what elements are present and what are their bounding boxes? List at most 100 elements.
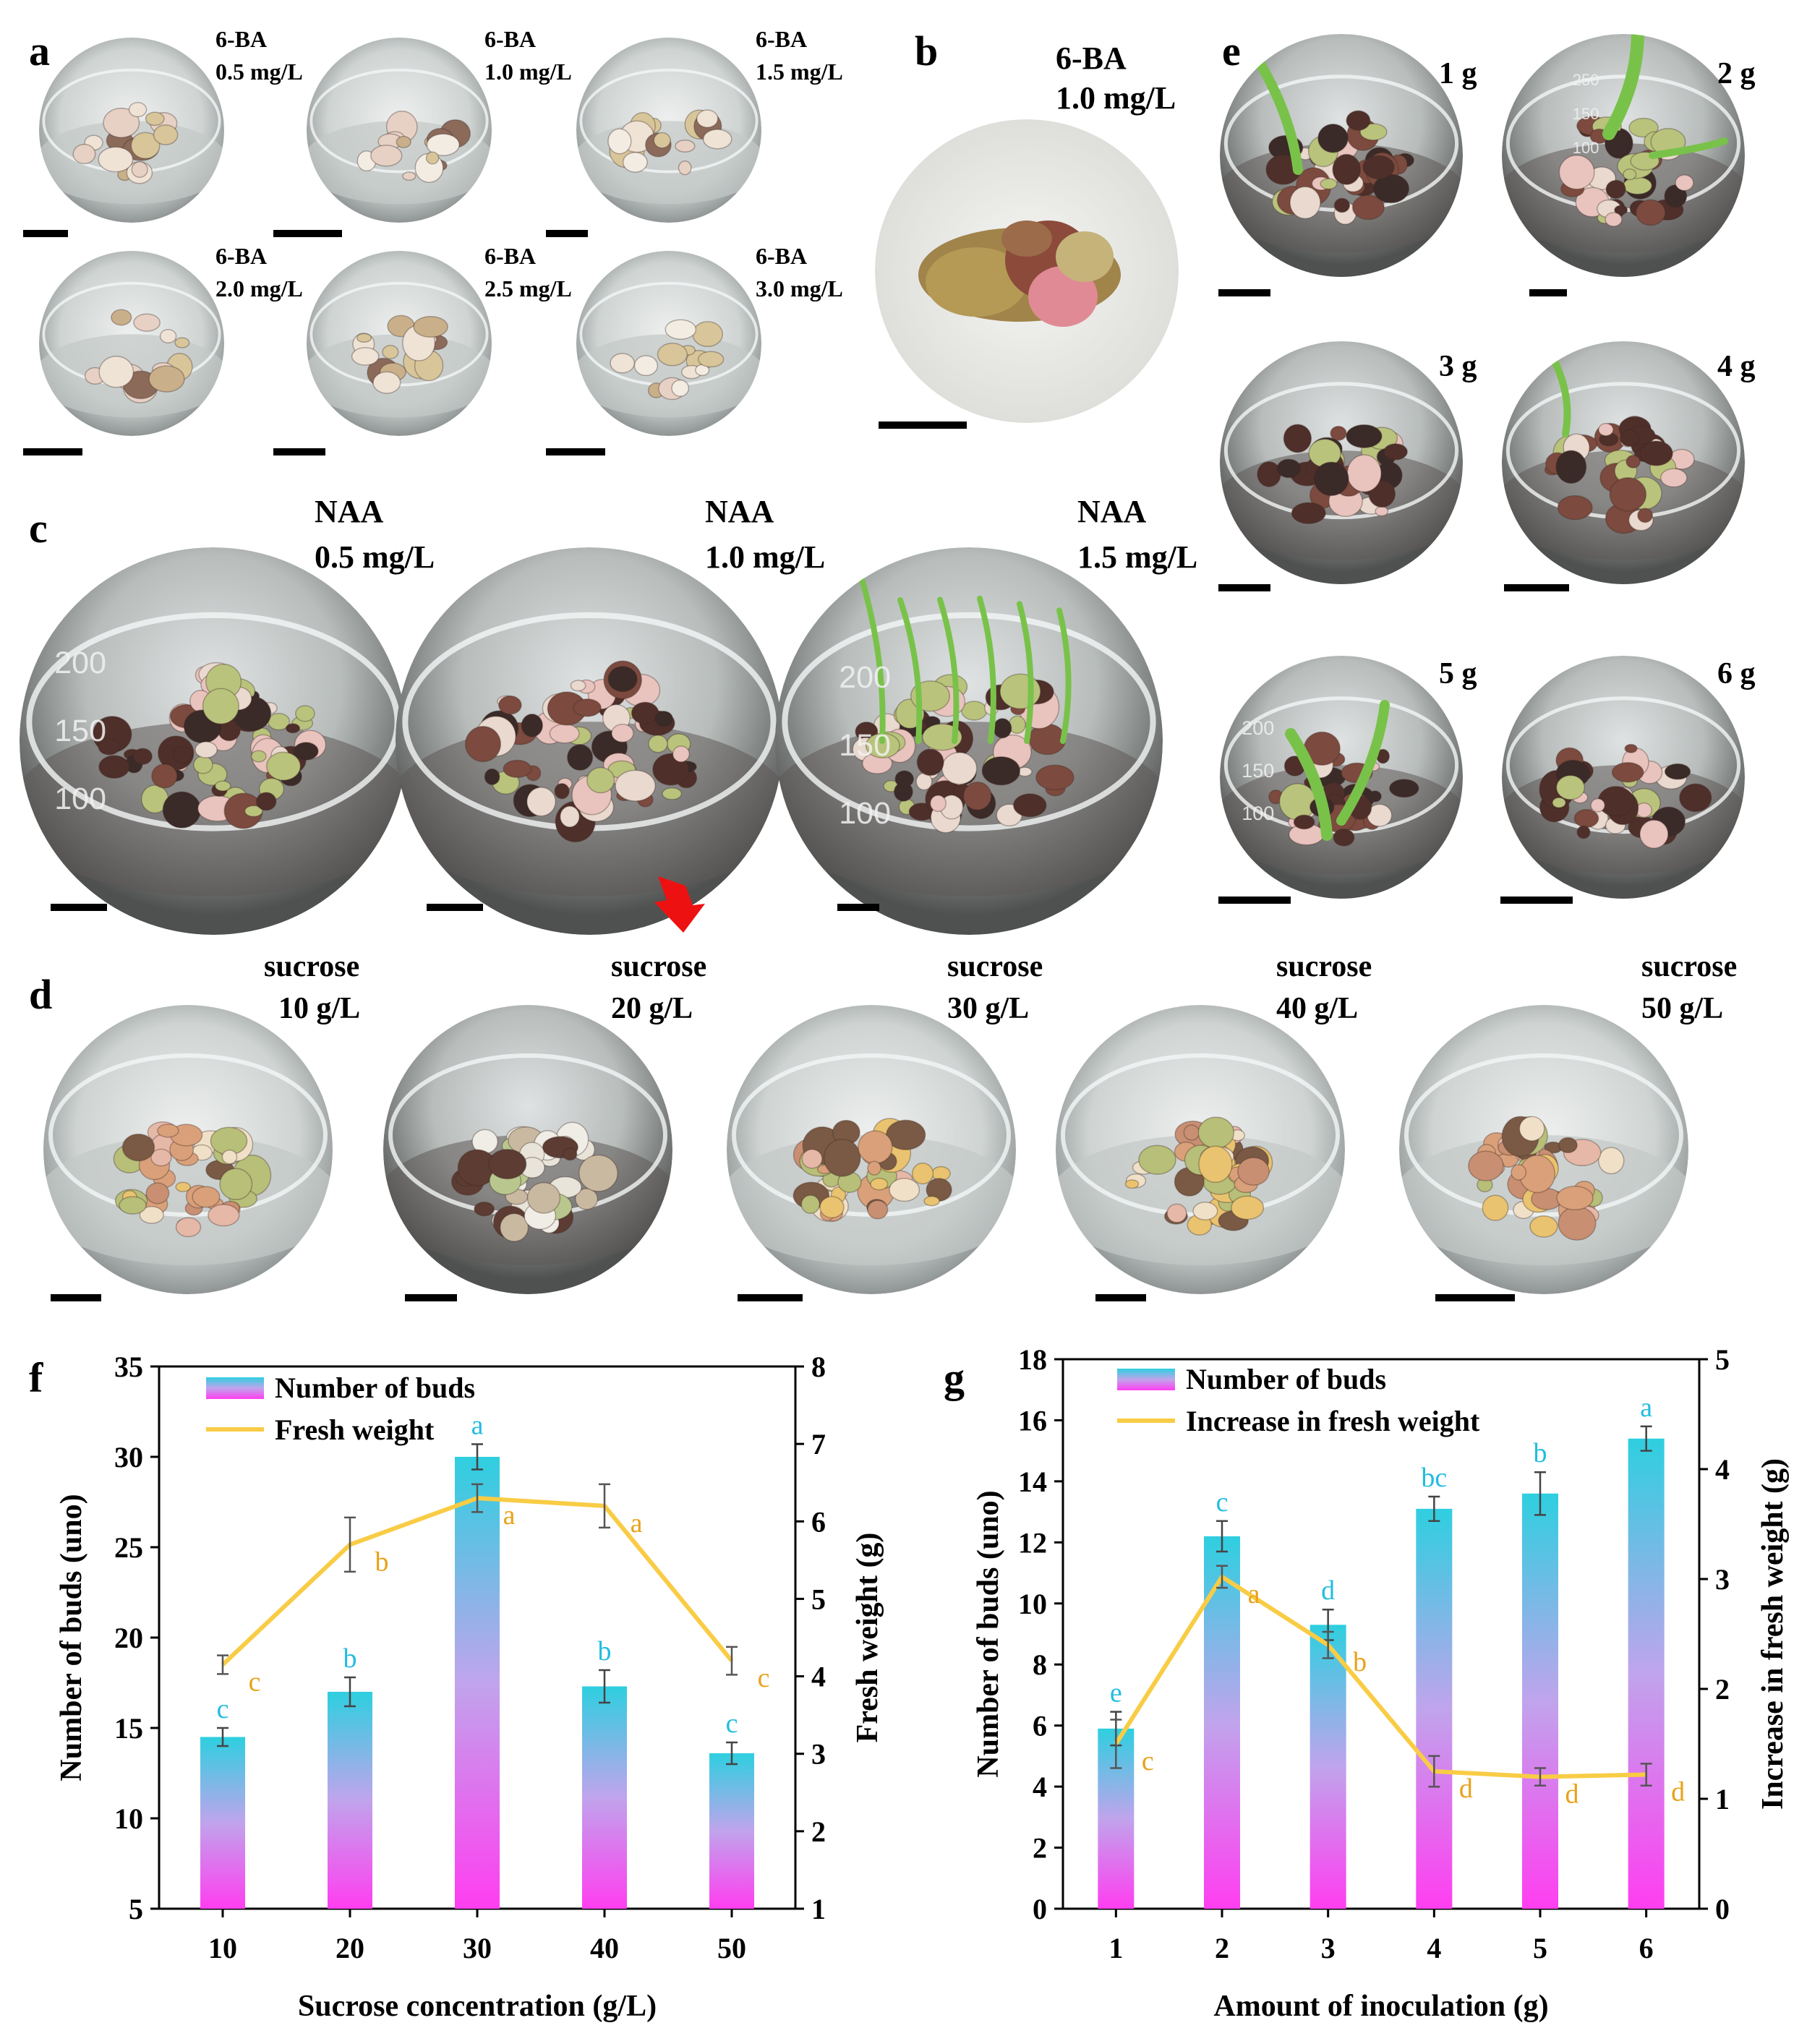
bar-error-bar — [1640, 1425, 1652, 1452]
caption-e5: 5 g — [1439, 657, 1477, 690]
line-significance-letter: a — [631, 1508, 643, 1539]
x-tick-label: 20 — [336, 1932, 364, 1964]
caption-e4: 4 g — [1717, 350, 1756, 383]
scale-bar-e2 — [1529, 289, 1567, 296]
y-tick-label: 14 — [1018, 1466, 1047, 1498]
line-error-bar — [1640, 1763, 1652, 1787]
caption-a3-line2: 1.5 mg/L — [756, 59, 843, 85]
y-tick-label: 6 — [1033, 1710, 1047, 1742]
explant-tissue — [356, 111, 471, 184]
caption-d2-line2: 20 g/L — [611, 992, 693, 1025]
shoot — [1547, 351, 1571, 437]
dish-photo-a4 — [39, 251, 224, 436]
caption-e1: 1 g — [1439, 57, 1477, 90]
y-tick-label: 35 — [114, 1351, 143, 1383]
explant-tissue — [84, 309, 193, 403]
y-tick-label: 18 — [1018, 1343, 1047, 1376]
caption-d4-line1: sucrose — [1276, 950, 1372, 983]
line-significance-letter: b — [375, 1546, 389, 1577]
explant-tissue — [464, 660, 698, 843]
y-tick-label: 10 — [1018, 1588, 1047, 1620]
y2-tick-label: 8 — [811, 1351, 826, 1383]
explant-tissue — [450, 1121, 618, 1242]
explant-tissue — [792, 1118, 952, 1223]
bar-error-bar — [1534, 1471, 1546, 1516]
shoot — [1017, 601, 1034, 744]
caption-a1-line2: 0.5 mg/L — [215, 59, 303, 85]
y-tick-label: 4 — [1033, 1771, 1047, 1803]
line-error-bar — [344, 1516, 356, 1573]
line-significance-letter: d — [1671, 1777, 1685, 1807]
dish-photo-a6 — [576, 251, 761, 436]
vessel-photo-e4 — [1502, 341, 1745, 584]
chart-legend: Number of buds Increase in fresh weight — [1117, 1363, 1480, 1437]
shoot — [1285, 728, 1333, 841]
y-tick-label: 5 — [129, 1893, 143, 1925]
panel-label-e: e — [1222, 27, 1241, 74]
explant-tissue — [1468, 1116, 1625, 1241]
y2-tick-label: 3 — [811, 1738, 826, 1771]
y-tick-label: 10 — [114, 1802, 143, 1835]
bar-error-bar — [726, 1741, 738, 1766]
y2-tick-label: 4 — [1715, 1453, 1730, 1486]
y-tick-label: 20 — [114, 1622, 143, 1654]
explant-tissue — [1544, 415, 1695, 534]
caption-d3-line2: 30 g/L — [947, 992, 1029, 1025]
dish-photo-a5 — [307, 251, 492, 436]
scale-bar-d4 — [1095, 1294, 1146, 1301]
caption-a4-line2: 2.0 mg/L — [215, 275, 303, 301]
bar-10 — [200, 1737, 245, 1909]
scale-bar-a1 — [23, 230, 68, 237]
vessel-photo-d5 — [1399, 1005, 1688, 1294]
y-tick-label: 2 — [1033, 1832, 1047, 1865]
scale-bar-e3 — [1218, 584, 1270, 591]
bar-significance-letter: c — [217, 1694, 229, 1724]
volume-mark: 100 — [1242, 803, 1274, 824]
caption-d3-line1: sucrose — [947, 950, 1043, 983]
caption-d2-line1: sucrose — [611, 950, 706, 983]
line-error-bar — [599, 1483, 610, 1529]
x-tick-label: 50 — [717, 1932, 746, 1964]
photo-panels: 250 150 100 200 150 100 200 150 100 200 150 100 — [20, 34, 1745, 1301]
volume-mark: 100 — [839, 796, 891, 831]
shoot — [1602, 34, 1644, 140]
shoot — [1056, 607, 1072, 744]
explant-tissue — [1124, 1116, 1273, 1236]
y2-tick-label: 1 — [1715, 1783, 1730, 1815]
scale-bar-c2 — [427, 904, 483, 911]
bar-20 — [328, 1692, 372, 1909]
caption-c1-line2: 0.5 mg/L — [315, 539, 435, 575]
caption-a6-line2: 3.0 mg/L — [756, 275, 843, 301]
volume-mark: 250 — [1573, 71, 1599, 89]
caption-e2: 2 g — [1717, 57, 1756, 90]
dish-photo-a2 — [307, 38, 492, 223]
scale-bar-e4 — [1504, 584, 1569, 591]
y2-tick-label: 1 — [811, 1893, 826, 1925]
x-tick-label: 2 — [1215, 1932, 1229, 1964]
scale-bar-a4 — [23, 448, 82, 455]
line-error-bar — [1322, 1630, 1334, 1659]
x-tick-label: 30 — [463, 1932, 492, 1964]
bar-6 — [1628, 1438, 1665, 1909]
volume-mark: 150 — [1242, 760, 1274, 782]
explant-tissue — [113, 1121, 272, 1238]
line-error-bar — [217, 1654, 228, 1675]
caption-d5-line2: 50 g/L — [1641, 992, 1723, 1025]
chart-legend: Number of buds Fresh weight — [206, 1372, 475, 1446]
y-tick-label: 8 — [1033, 1648, 1047, 1681]
y2-axis-title: Fresh weight (g) — [851, 1533, 884, 1743]
vessel-photo-e1 — [1220, 34, 1463, 277]
line-error-bar — [1216, 1565, 1228, 1589]
y2-axis-title: Increase in fresh weight (g) — [1756, 1458, 1790, 1810]
panel-label-f: f — [29, 1354, 43, 1401]
x-axis-title: Amount of inoculation (g) — [1213, 1990, 1548, 2023]
caption-a4-line1: 6-BA — [215, 243, 267, 269]
caption-d5-line1: sucrose — [1641, 950, 1737, 983]
caption-b-line2: 1.0 mg/L — [1056, 80, 1176, 116]
legend-swatch-bars — [206, 1377, 264, 1399]
vessel-photo-e3 — [1220, 341, 1463, 584]
vessel-photo-e2: 250 150 100 — [1502, 34, 1745, 277]
scale-bar-e6 — [1500, 897, 1573, 904]
line-significance-letter: c — [1142, 1746, 1154, 1776]
vessel-photo-e6 — [1502, 656, 1745, 899]
